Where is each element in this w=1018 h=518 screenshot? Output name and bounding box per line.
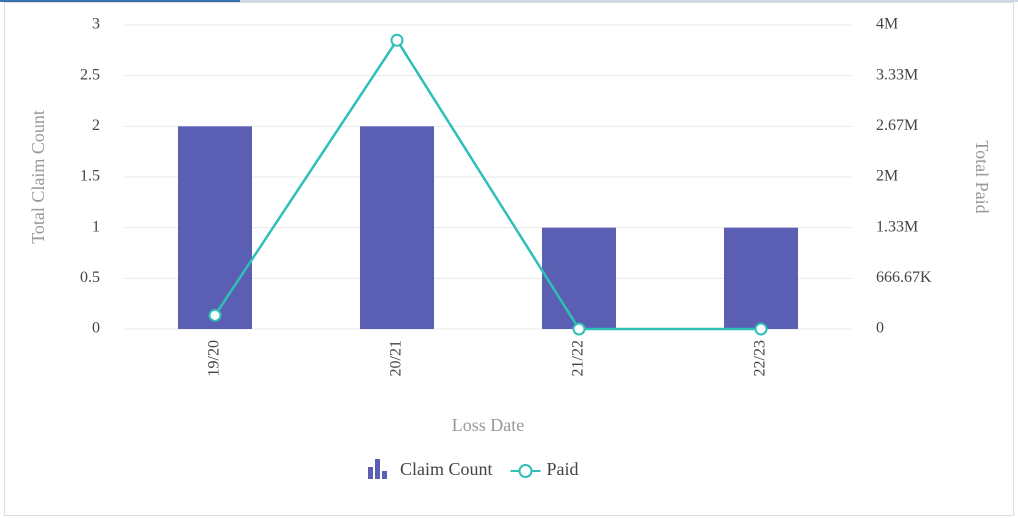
y-tick-label: 2.5 (80, 66, 100, 83)
bar (360, 126, 434, 329)
bar (178, 126, 252, 329)
x-tick-label: 19/20 (206, 340, 223, 376)
y-axis-title: Total Claim Count (28, 110, 48, 244)
legend-icon (375, 459, 380, 479)
x-tick-label: 21/22 (570, 340, 587, 376)
y-tick-label: 2 (92, 117, 100, 134)
y2-tick-label: 2M (876, 168, 898, 185)
legend-label: Claim Count (400, 459, 493, 479)
line-marker (572, 322, 586, 336)
line (213, 37, 761, 331)
line-marker (208, 308, 222, 322)
legend-icon (368, 467, 373, 479)
y2-tick-label: 666.67K (876, 269, 932, 286)
bar (542, 227, 616, 329)
bar (724, 227, 798, 329)
x-axis-title: Loss Date (452, 415, 524, 435)
y-tick-label: 1.5 (80, 168, 100, 185)
line-marker (754, 322, 768, 336)
legend-icon (382, 471, 387, 479)
legend-icon (518, 464, 533, 478)
y2-tick-label: 1.33M (876, 218, 918, 235)
y2-tick-label: 2.67M (876, 117, 918, 134)
x-tick-label: 22/23 (752, 340, 769, 376)
legend-label: Paid (547, 459, 579, 479)
frame (4, 2, 1014, 516)
y-tick-label: 0.5 (80, 269, 100, 286)
y-tick-label: 0 (92, 320, 100, 337)
y2-tick-label: 0 (876, 320, 884, 337)
y2-tick-label: 4M (876, 16, 898, 33)
line-marker (390, 33, 404, 47)
x-tick-label: 20/21 (388, 340, 405, 376)
y2-tick-label: 3.33M (876, 66, 918, 83)
y2-axis-title: Total Paid (972, 140, 992, 213)
y-tick-label: 1 (92, 218, 100, 235)
y-tick-label: 3 (92, 16, 100, 33)
